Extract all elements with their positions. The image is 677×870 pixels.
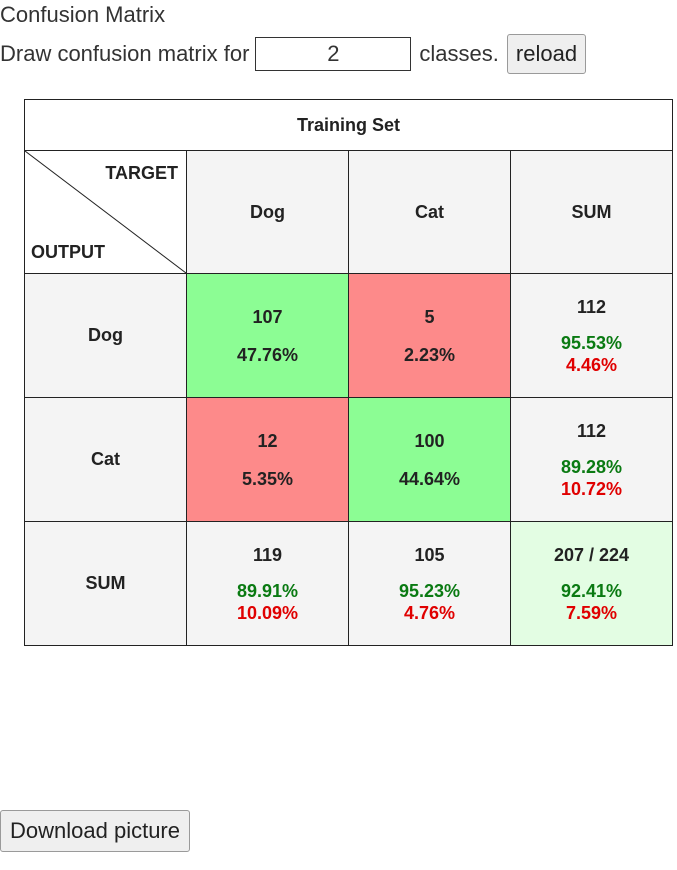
diagonal-line: [25, 151, 186, 273]
set-title: Training Set: [23, 99, 674, 151]
sum-correct-percent: 95.23%: [398, 580, 461, 601]
grand-total-cell: 207 / 224 92.41% 7.59%: [509, 521, 674, 646]
cell-count: 5: [424, 306, 435, 327]
cell-dog-cat: 5 2.23%: [348, 273, 511, 398]
classes-prefix-label: Draw confusion matrix for: [0, 41, 250, 66]
row-header-dog: Dog: [24, 273, 187, 398]
confusion-matrix-table: Training Set TARGET OUTPUT Dog Cat SUM D…: [23, 99, 674, 646]
cell-cat-dog: 12 5.35%: [186, 397, 349, 522]
sum-correct-percent: 95.53%: [560, 332, 623, 353]
cell-cat-cat: 100 44.64%: [348, 397, 511, 522]
row-sum-dog: 112 95.53% 4.46%: [509, 273, 674, 398]
page-title: Confusion Matrix: [0, 2, 166, 27]
sum-error-percent: 10.72%: [560, 478, 623, 499]
classes-suffix-label: classes.: [419, 41, 499, 66]
sum-error-percent: 10.09%: [236, 602, 299, 623]
corner-cell: TARGET OUTPUT: [24, 150, 187, 274]
target-axis-label: TARGET: [105, 163, 178, 183]
output-axis-label: OUTPUT: [31, 242, 105, 262]
sum-count: 112: [576, 296, 607, 317]
class-count-controls: Draw confusion matrix for classes. reloa…: [0, 34, 587, 74]
column-header-cat: Cat: [348, 150, 511, 274]
cell-percent: 44.64%: [398, 468, 461, 489]
cell-count: 107: [252, 306, 283, 327]
classes-count-input[interactable]: [255, 37, 412, 71]
cell-count: 100: [414, 430, 445, 451]
sum-count: 112: [576, 420, 607, 441]
column-header-row: TARGET OUTPUT Dog Cat SUM: [24, 150, 674, 274]
total-error-percent: 7.59%: [565, 602, 618, 623]
row-header-sum: SUM: [24, 521, 187, 646]
cell-percent: 47.76%: [236, 344, 299, 365]
sum-count: 119: [252, 544, 283, 565]
cell-dog-dog: 107 47.76%: [186, 273, 349, 398]
matrix-title-row: Training Set: [23, 99, 674, 151]
total-correct-percent: 92.41%: [560, 580, 623, 601]
row-header-cat: Cat: [24, 397, 187, 522]
column-header-dog: Dog: [186, 150, 349, 274]
column-header-sum: SUM: [509, 150, 674, 274]
matrix-row-dog: Dog 107 47.76% 5 2.23% 112 95.53% 4.46%: [24, 273, 674, 398]
cell-count: 12: [257, 430, 278, 451]
column-sum-cat: 105 95.23% 4.76%: [348, 521, 511, 646]
sum-count: 105: [414, 544, 445, 565]
sum-error-percent: 4.46%: [565, 354, 618, 375]
column-sum-dog: 119 89.91% 10.09%: [186, 521, 349, 646]
sum-correct-percent: 89.28%: [560, 456, 623, 477]
matrix-row-sum: SUM 119 89.91% 10.09% 105 95.23% 4.76% 2…: [24, 521, 674, 646]
sum-correct-percent: 89.91%: [236, 580, 299, 601]
reload-button[interactable]: reload: [506, 34, 587, 74]
cell-percent: 2.23%: [403, 344, 456, 365]
cell-percent: 5.35%: [241, 468, 294, 489]
total-count: 207 / 224: [553, 544, 630, 565]
row-sum-cat: 112 89.28% 10.72%: [509, 397, 674, 522]
matrix-row-cat: Cat 12 5.35% 100 44.64% 112 89.28% 10.72…: [24, 397, 674, 522]
sum-error-percent: 4.76%: [403, 602, 456, 623]
download-picture-button[interactable]: Download picture: [0, 810, 190, 852]
